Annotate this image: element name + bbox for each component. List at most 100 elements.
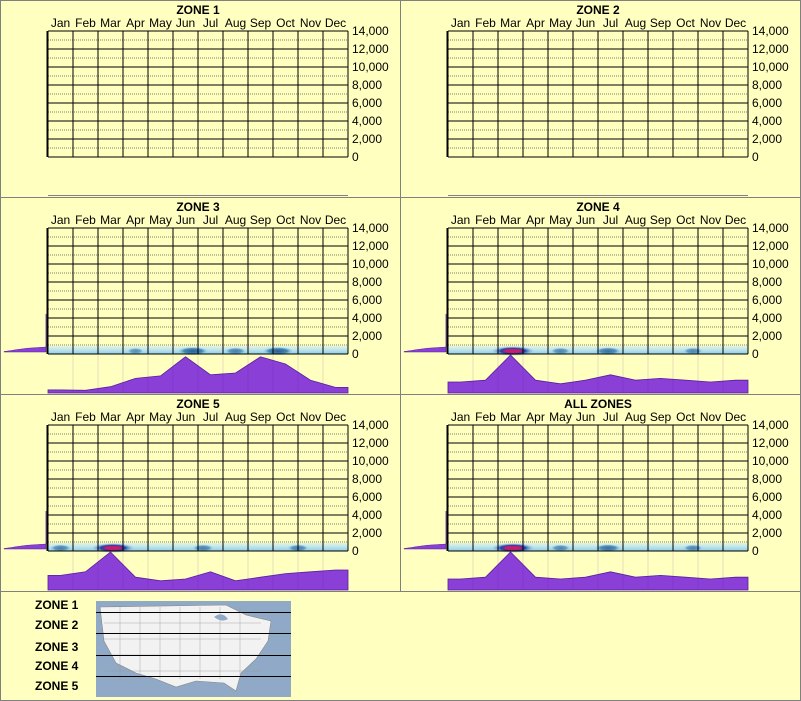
month-label-aug: Aug [625, 16, 646, 30]
month-label-sep: Sep [250, 16, 272, 30]
month-label-mar: Mar [100, 16, 121, 30]
month-label-jun: Jun [576, 213, 595, 227]
y-tick-label: 14,000 [752, 418, 789, 432]
month-label-dec: Dec [325, 213, 346, 227]
elevation-profile [3, 314, 47, 353]
panel-2: ZONE 3 Jan Feb Mar Apr May Jun Jul Aug Sep Oct Nov D… [3, 200, 389, 394]
legend-zone-label: ZONE 1 [35, 598, 79, 612]
month-label-nov: Nov [300, 410, 321, 424]
y-tick-label: 8,000 [752, 275, 782, 289]
month-label-mar: Mar [500, 213, 521, 227]
y-tick-label: 0 [352, 150, 359, 164]
month-label-feb: Feb [475, 410, 496, 424]
y-tick-label: 4,000 [752, 311, 782, 325]
y-tick-label: 14,000 [752, 24, 789, 38]
month-label-jul: Jul [203, 16, 218, 30]
legend-zone-label: ZONE 4 [35, 659, 79, 673]
y-tick-label: 2,000 [352, 329, 382, 343]
month-label-jul: Jul [603, 410, 618, 424]
y-tick-label: 12,000 [352, 436, 389, 450]
month-label-may: May [149, 213, 172, 227]
month-label-dec: Dec [325, 16, 346, 30]
month-label-dec: Dec [325, 410, 346, 424]
panel-5: ALL ZONES Jan Feb Mar Apr May Jun Jul Aug Sep Oct N… [403, 397, 789, 591]
panel-0: ZONE 1 Jan Feb Mar Apr May Jun Jul Aug Sep Oct Nov D… [46, 3, 389, 196]
month-label-sep: Sep [250, 213, 272, 227]
y-tick-label: 8,000 [352, 275, 382, 289]
month-label-jul: Jul [603, 16, 618, 30]
month-label-may: May [149, 410, 172, 424]
month-label-aug: Aug [225, 213, 246, 227]
y-tick-label: 0 [752, 150, 759, 164]
y-tick-label: 10,000 [752, 60, 789, 74]
month-label-nov: Nov [300, 213, 321, 227]
panel-title: ALL ZONES [564, 397, 632, 411]
month-label-jul: Jul [603, 213, 618, 227]
y-tick-label: 6,000 [752, 293, 782, 307]
month-label-dec: Dec [725, 16, 746, 30]
y-tick-label: 8,000 [352, 472, 382, 486]
month-label-sep: Sep [650, 16, 672, 30]
y-tick-label: 4,000 [352, 311, 382, 325]
month-label-jan: Jan [451, 213, 470, 227]
month-label-jan: Jan [51, 410, 70, 424]
month-label-jun: Jun [576, 410, 595, 424]
y-tick-label: 2,000 [752, 132, 782, 146]
month-label-jun: Jun [176, 16, 195, 30]
month-label-apr: Apr [126, 410, 145, 424]
heat-hotspot-1 [594, 544, 622, 552]
heat-hotspot-3 [49, 544, 72, 552]
map-land [99, 604, 272, 692]
month-label-feb: Feb [475, 16, 496, 30]
y-tick-label: 12,000 [352, 239, 389, 253]
month-label-jun: Jun [176, 213, 195, 227]
heat-hotspot-0 [177, 346, 209, 356]
y-tick-label: 8,000 [752, 78, 782, 92]
month-label-jun: Jun [176, 410, 195, 424]
y-tick-label: 0 [352, 347, 359, 361]
y-tick-label: 10,000 [352, 257, 389, 271]
month-label-may: May [149, 16, 172, 30]
month-label-nov: Nov [700, 16, 721, 30]
y-tick-label: 10,000 [352, 60, 389, 74]
heat-hotspot-2 [550, 544, 571, 552]
month-label-nov: Nov [300, 16, 321, 30]
month-label-aug: Aug [225, 410, 246, 424]
month-label-jul: Jul [203, 410, 218, 424]
month-label-sep: Sep [250, 410, 272, 424]
y-tick-label: 12,000 [752, 436, 789, 450]
month-label-apr: Apr [126, 16, 145, 30]
month-label-may: May [549, 213, 572, 227]
month-label-jan: Jan [51, 213, 70, 227]
y-tick-label: 14,000 [352, 24, 389, 38]
y-tick-label: 6,000 [352, 96, 382, 110]
panel-title: ZONE 4 [576, 200, 620, 214]
heat-hotspot-3 [683, 347, 703, 355]
month-label-nov: Nov [700, 213, 721, 227]
month-label-jul: Jul [203, 213, 218, 227]
legend-labels: ZONE 1 ZONE 2 ZONE 3 ZONE 4 ZONE 5 [35, 598, 79, 693]
y-tick-label: 4,000 [752, 508, 782, 522]
y-tick-label: 0 [752, 347, 759, 361]
month-label-oct: Oct [676, 410, 695, 424]
heat-hotspot-1 [262, 346, 294, 356]
month-label-feb: Feb [75, 16, 96, 30]
y-tick-label: 0 [352, 544, 359, 558]
month-label-feb: Feb [75, 213, 96, 227]
elevation-profile [403, 511, 447, 550]
month-label-jun: Jun [576, 16, 595, 30]
panel-title: ZONE 3 [176, 200, 220, 214]
elevation-profile [403, 314, 447, 353]
month-label-oct: Oct [676, 213, 695, 227]
y-tick-label: 6,000 [352, 490, 382, 504]
y-tick-label: 2,000 [352, 132, 382, 146]
panel-4: ZONE 5 Jan Feb Mar Apr May Jun Jul Aug Sep Oct Nov D… [3, 397, 389, 591]
panel-1: ZONE 2 Jan Feb Mar Apr May Jun Jul Aug Sep Oct Nov D… [446, 3, 789, 196]
month-label-sep: Sep [650, 213, 672, 227]
month-label-oct: Oct [276, 213, 295, 227]
month-label-feb: Feb [75, 410, 96, 424]
y-tick-label: 4,000 [352, 114, 382, 128]
month-label-oct: Oct [276, 16, 295, 30]
